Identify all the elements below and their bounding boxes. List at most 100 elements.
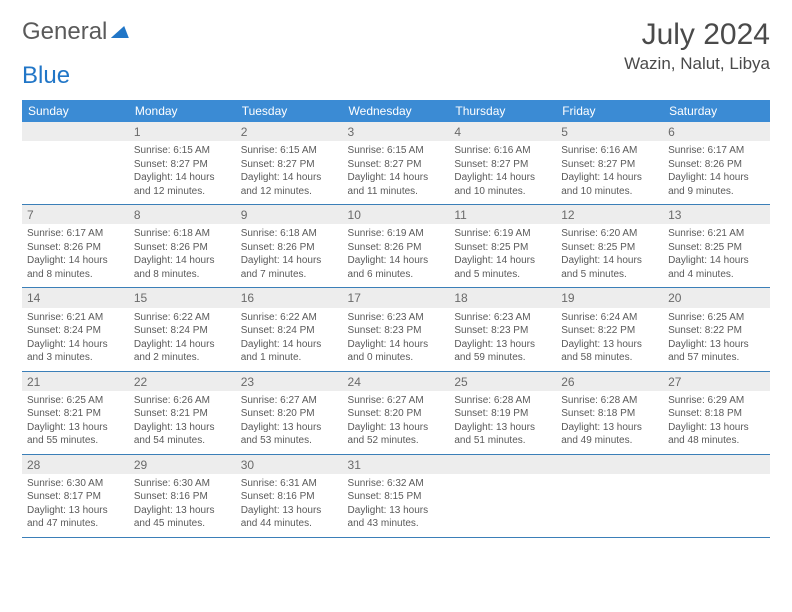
logo: General [22,18,133,46]
sunset-text: Sunset: 8:26 PM [348,241,445,255]
sunset-text: Sunset: 8:24 PM [134,324,231,338]
daylight-text: Daylight: 13 hours and 55 minutes. [27,421,124,448]
daylight-text: Daylight: 13 hours and 48 minutes. [668,421,765,448]
week-detail-row: Sunrise: 6:30 AMSunset: 8:17 PMDaylight:… [22,474,770,538]
day-detail-cell: Sunrise: 6:21 AMSunset: 8:24 PMDaylight:… [22,308,129,372]
day-detail-cell [663,474,770,538]
weekday-header: Friday [556,100,663,122]
weekday-header-row: Sunday Monday Tuesday Wednesday Thursday… [22,100,770,122]
day-number-cell: 2 [236,122,343,141]
day-detail-cell: Sunrise: 6:23 AMSunset: 8:23 PMDaylight:… [449,308,556,372]
day-number-cell: 20 [663,288,770,308]
day-number: 26 [561,374,658,390]
sunset-text: Sunset: 8:23 PM [348,324,445,338]
calendar-table: Sunday Monday Tuesday Wednesday Thursday… [22,100,770,538]
location-subtitle: Wazin, Nalut, Libya [624,54,770,74]
day-number-cell: 31 [343,454,450,474]
day-number: 12 [561,207,658,223]
sunrise-text: Sunrise: 6:20 AM [561,227,658,241]
day-number-cell: 27 [663,371,770,391]
day-detail-cell: Sunrise: 6:28 AMSunset: 8:19 PMDaylight:… [449,391,556,455]
daylight-text: Daylight: 14 hours and 2 minutes. [134,338,231,365]
day-number: 25 [454,374,551,390]
sunset-text: Sunset: 8:27 PM [134,158,231,172]
day-number: 8 [134,207,231,223]
daylight-text: Daylight: 14 hours and 3 minutes. [27,338,124,365]
sunset-text: Sunset: 8:25 PM [561,241,658,255]
day-number-cell: 25 [449,371,556,391]
sunrise-text: Sunrise: 6:22 AM [134,311,231,325]
day-detail-cell: Sunrise: 6:30 AMSunset: 8:17 PMDaylight:… [22,474,129,538]
daylight-text: Daylight: 13 hours and 54 minutes. [134,421,231,448]
day-detail-cell [22,141,129,205]
day-number-cell [449,454,556,474]
logo-triangle-icon [111,26,133,38]
sunrise-text: Sunrise: 6:15 AM [134,144,231,158]
weekday-header: Wednesday [343,100,450,122]
day-number-cell: 3 [343,122,450,141]
sunrise-text: Sunrise: 6:30 AM [134,477,231,491]
logo-word-general: General [22,18,107,46]
day-detail-cell: Sunrise: 6:18 AMSunset: 8:26 PMDaylight:… [129,224,236,288]
day-number: 29 [134,457,231,473]
day-number-cell: 28 [22,454,129,474]
day-detail-cell: Sunrise: 6:20 AMSunset: 8:25 PMDaylight:… [556,224,663,288]
daylight-text: Daylight: 14 hours and 5 minutes. [454,254,551,281]
sunset-text: Sunset: 8:16 PM [134,490,231,504]
day-number: 5 [561,124,658,140]
day-number-row: 28 29 30 31 [22,454,770,474]
day-detail-cell: Sunrise: 6:28 AMSunset: 8:18 PMDaylight:… [556,391,663,455]
day-detail-cell: Sunrise: 6:25 AMSunset: 8:21 PMDaylight:… [22,391,129,455]
day-number: 17 [348,290,445,306]
sunset-text: Sunset: 8:21 PM [134,407,231,421]
sunset-text: Sunset: 8:21 PM [27,407,124,421]
sunset-text: Sunset: 8:22 PM [668,324,765,338]
day-number-cell: 30 [236,454,343,474]
sunrise-text: Sunrise: 6:19 AM [348,227,445,241]
day-number-cell: 11 [449,205,556,225]
weekday-header: Sunday [22,100,129,122]
sunrise-text: Sunrise: 6:18 AM [241,227,338,241]
week-detail-row: Sunrise: 6:17 AMSunset: 8:26 PMDaylight:… [22,224,770,288]
weekday-header: Saturday [663,100,770,122]
sunrise-text: Sunrise: 6:30 AM [27,477,124,491]
week-detail-row: Sunrise: 6:15 AMSunset: 8:27 PMDaylight:… [22,141,770,205]
sunset-text: Sunset: 8:16 PM [241,490,338,504]
day-detail-cell: Sunrise: 6:30 AMSunset: 8:16 PMDaylight:… [129,474,236,538]
day-detail-cell: Sunrise: 6:22 AMSunset: 8:24 PMDaylight:… [236,308,343,372]
day-number-cell: 1 [129,122,236,141]
day-number-row: 14151617181920 [22,288,770,308]
day-detail-cell: Sunrise: 6:27 AMSunset: 8:20 PMDaylight:… [236,391,343,455]
day-number-cell: 18 [449,288,556,308]
day-number: 31 [348,457,445,473]
day-number: 30 [241,457,338,473]
sunrise-text: Sunrise: 6:21 AM [27,311,124,325]
logo-word-blue: Blue [22,62,70,89]
sunrise-text: Sunrise: 6:17 AM [668,144,765,158]
sunset-text: Sunset: 8:24 PM [241,324,338,338]
daylight-text: Daylight: 13 hours and 45 minutes. [134,504,231,531]
daylight-text: Daylight: 13 hours and 51 minutes. [454,421,551,448]
day-number: 21 [27,374,124,390]
sunset-text: Sunset: 8:26 PM [668,158,765,172]
title-block: July 2024 Wazin, Nalut, Libya [624,18,770,74]
daylight-text: Daylight: 14 hours and 1 minute. [241,338,338,365]
sunset-text: Sunset: 8:18 PM [561,407,658,421]
daylight-text: Daylight: 14 hours and 7 minutes. [241,254,338,281]
sunset-text: Sunset: 8:27 PM [348,158,445,172]
day-detail-cell: Sunrise: 6:17 AMSunset: 8:26 PMDaylight:… [22,224,129,288]
day-number: 4 [454,124,551,140]
daylight-text: Daylight: 13 hours and 44 minutes. [241,504,338,531]
sunset-text: Sunset: 8:27 PM [561,158,658,172]
day-detail-cell: Sunrise: 6:15 AMSunset: 8:27 PMDaylight:… [236,141,343,205]
daylight-text: Daylight: 13 hours and 52 minutes. [348,421,445,448]
day-detail-cell: Sunrise: 6:26 AMSunset: 8:21 PMDaylight:… [129,391,236,455]
day-number-cell [663,454,770,474]
sunrise-text: Sunrise: 6:27 AM [241,394,338,408]
sunset-text: Sunset: 8:20 PM [348,407,445,421]
sunset-text: Sunset: 8:27 PM [454,158,551,172]
sunrise-text: Sunrise: 6:22 AM [241,311,338,325]
sunrise-text: Sunrise: 6:31 AM [241,477,338,491]
daylight-text: Daylight: 14 hours and 8 minutes. [27,254,124,281]
weekday-header: Thursday [449,100,556,122]
